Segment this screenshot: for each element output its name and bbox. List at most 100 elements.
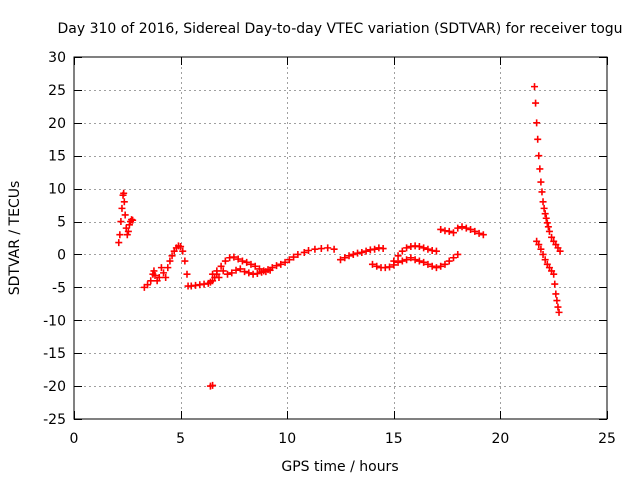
data-point bbox=[556, 247, 564, 255]
data-point bbox=[117, 218, 125, 226]
data-point bbox=[403, 256, 411, 264]
y-axis-label: SDTVAR / TECUs bbox=[7, 181, 23, 296]
data-point bbox=[550, 270, 558, 278]
y-tick-label: -25 bbox=[43, 412, 66, 428]
y-tick-label: 0 bbox=[57, 247, 66, 263]
x-tick-label: 15 bbox=[385, 431, 403, 447]
data-point bbox=[437, 262, 445, 270]
series-sdtvar bbox=[115, 83, 564, 390]
data-point bbox=[273, 262, 281, 270]
data-point bbox=[311, 245, 319, 253]
axis-ticks: 0 5 10 15 20 25 -25 -20 -15 -10 -5 0 5 10 15 20 25 30 bbox=[43, 50, 616, 447]
data-point bbox=[147, 277, 155, 285]
data-point bbox=[266, 266, 274, 274]
data-point bbox=[544, 223, 552, 231]
data-point bbox=[285, 256, 293, 264]
data-point bbox=[545, 227, 553, 235]
data-point bbox=[121, 211, 129, 219]
data-point bbox=[116, 231, 124, 239]
data-point bbox=[533, 119, 541, 127]
data-point bbox=[277, 260, 285, 268]
data-point bbox=[243, 258, 251, 266]
data-point bbox=[454, 250, 462, 258]
data-point bbox=[537, 178, 545, 186]
data-point bbox=[337, 256, 344, 264]
data-point bbox=[458, 223, 466, 231]
y-tick-label: -15 bbox=[43, 346, 66, 362]
data-point bbox=[181, 257, 189, 265]
data-point bbox=[539, 198, 547, 206]
data-point bbox=[420, 244, 428, 252]
data-point bbox=[445, 227, 453, 235]
data-point bbox=[441, 260, 449, 268]
data-point bbox=[120, 198, 128, 206]
data-point bbox=[415, 257, 423, 265]
data-point bbox=[554, 303, 562, 311]
y-tick-label: 5 bbox=[57, 215, 66, 231]
data-point bbox=[432, 247, 440, 255]
data-point bbox=[534, 135, 542, 143]
data-point bbox=[407, 254, 415, 262]
data-point bbox=[118, 204, 126, 212]
data-point bbox=[531, 83, 539, 91]
data-point bbox=[251, 262, 259, 270]
data-point bbox=[168, 252, 176, 260]
data-point bbox=[415, 243, 423, 251]
data-point bbox=[551, 280, 559, 288]
data-point bbox=[432, 264, 440, 272]
y-tick-label: 20 bbox=[48, 116, 66, 132]
data-point bbox=[541, 210, 549, 218]
data-point bbox=[358, 248, 366, 256]
data-point bbox=[548, 233, 556, 241]
data-point bbox=[552, 290, 560, 298]
data-point bbox=[471, 227, 479, 235]
data-point bbox=[253, 270, 261, 278]
data-point bbox=[330, 245, 338, 253]
y-tick-label: 25 bbox=[48, 83, 66, 99]
data-point bbox=[317, 245, 325, 253]
data-point bbox=[539, 250, 547, 258]
y-tick-label: -20 bbox=[43, 379, 66, 395]
data-point bbox=[371, 245, 379, 253]
y-tick-label: 30 bbox=[48, 50, 66, 66]
data-point bbox=[538, 188, 546, 196]
data-point bbox=[324, 244, 332, 252]
data-point bbox=[424, 245, 432, 253]
data-point bbox=[123, 231, 131, 239]
data-point bbox=[151, 272, 159, 280]
data-point bbox=[341, 254, 349, 262]
data-point bbox=[129, 216, 137, 224]
data-point bbox=[345, 252, 353, 260]
grid-lines bbox=[74, 57, 607, 419]
data-point bbox=[125, 221, 133, 229]
data-point bbox=[305, 247, 313, 255]
data-point bbox=[160, 269, 168, 277]
data-point bbox=[300, 248, 308, 256]
data-point bbox=[428, 262, 436, 270]
data-point bbox=[294, 250, 302, 258]
data-point bbox=[224, 270, 232, 278]
data-series bbox=[115, 83, 564, 390]
data-point bbox=[150, 267, 158, 275]
data-point bbox=[209, 270, 217, 278]
data-point bbox=[390, 257, 398, 265]
data-point bbox=[221, 257, 229, 265]
data-point bbox=[535, 152, 543, 160]
data-point bbox=[373, 262, 381, 270]
data-point bbox=[164, 264, 172, 272]
plot-frame bbox=[73, 56, 608, 420]
data-point bbox=[157, 264, 165, 272]
data-point bbox=[398, 247, 406, 255]
data-point bbox=[262, 268, 270, 276]
y-tick-label: -5 bbox=[52, 280, 66, 296]
data-point bbox=[115, 239, 123, 247]
x-tick-label: 10 bbox=[278, 431, 296, 447]
data-point bbox=[177, 243, 185, 251]
data-point bbox=[124, 227, 132, 235]
data-point bbox=[166, 257, 174, 265]
data-point bbox=[467, 225, 475, 233]
y-tick-label: 15 bbox=[48, 149, 66, 165]
data-point bbox=[386, 263, 394, 271]
data-point bbox=[542, 214, 550, 222]
